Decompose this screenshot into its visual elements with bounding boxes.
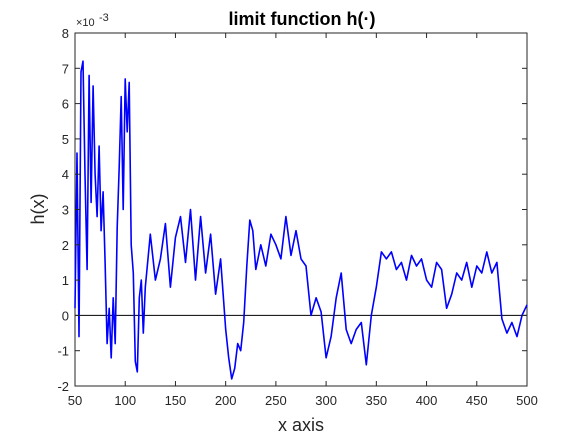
y-tick-label-5: 5: [62, 132, 69, 147]
y-tick-label--2: -2: [57, 379, 69, 394]
y-tick-label-4: 4: [62, 167, 69, 182]
y-tick-label-7: 7: [62, 61, 69, 76]
series-line-1: [74, 60, 528, 380]
x-tick-label-500: 500: [516, 393, 538, 408]
x-tick-label-300: 300: [315, 393, 337, 408]
x-tick-label-200: 200: [215, 393, 237, 408]
x-tick-label-450: 450: [466, 393, 488, 408]
y-tick-label-3: 3: [62, 203, 69, 218]
y-axis-exponent: ×10 -3: [76, 12, 109, 29]
y-exponent-base: ×10: [76, 17, 95, 29]
y-tick-label--1: -1: [57, 344, 69, 359]
y-tick-label-2: 2: [62, 238, 69, 253]
x-tick-label-100: 100: [114, 393, 136, 408]
y-tick-label-8: 8: [62, 26, 69, 41]
x-tick-label-250: 250: [265, 393, 287, 408]
x-axis-label: x axis: [278, 415, 324, 435]
x-tick-label-400: 400: [416, 393, 438, 408]
y-tick-label-6: 6: [62, 97, 69, 112]
plot-area: 50 100 150 200 250 300 350 400 450 500 -2 -1 0 1 2 3 4 5 6…: [57, 26, 537, 408]
y-exponent-power: -3: [99, 12, 109, 24]
y-axis-label: h(x): [28, 194, 48, 225]
y-tick-label-1: 1: [62, 273, 69, 288]
x-tick-label-350: 350: [365, 393, 387, 408]
y-tick-label-0: 0: [62, 308, 69, 323]
chart-title: limit function h(·): [229, 9, 376, 29]
x-tick-label-50: 50: [68, 393, 82, 408]
x-tick-label-150: 150: [165, 393, 187, 408]
